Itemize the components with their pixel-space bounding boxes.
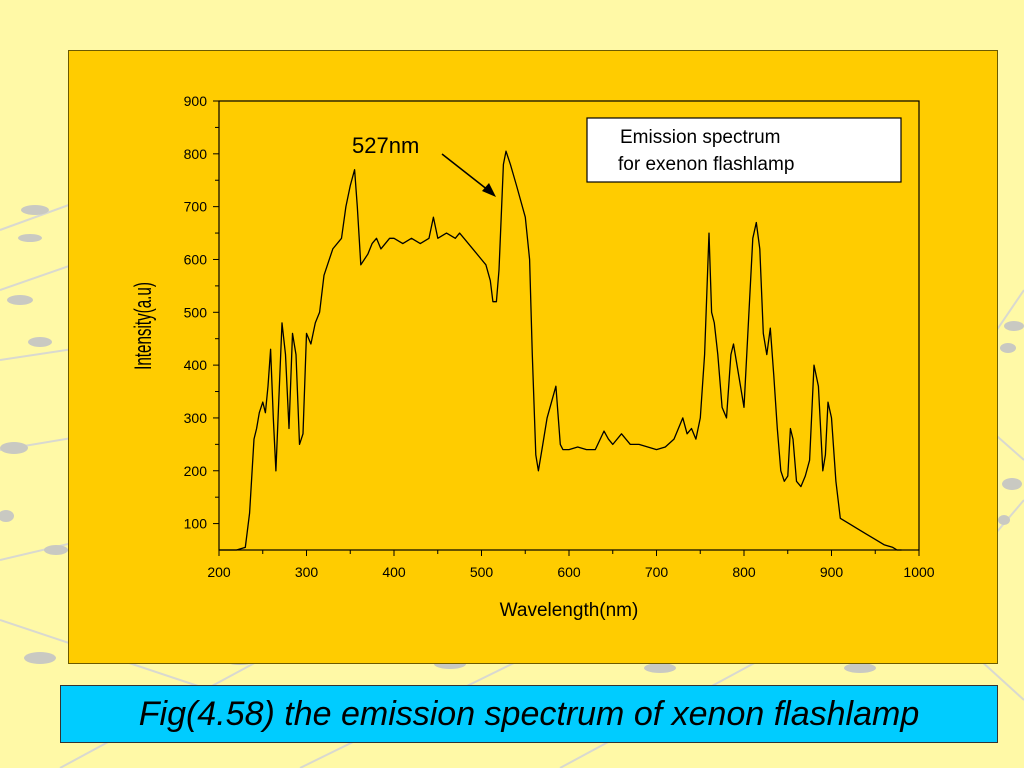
background-ornament xyxy=(979,659,1024,701)
legend-line-2: for exenon flashlamp xyxy=(618,154,794,175)
figure-caption-box: Fig(4.58) the emission spectrum of xenon… xyxy=(60,685,998,743)
x-tick-label: 900 xyxy=(820,564,844,580)
x-tick-label: 300 xyxy=(295,564,319,580)
background-ornament xyxy=(844,663,876,673)
y-tick-label: 800 xyxy=(184,146,208,162)
background-ornament xyxy=(24,652,56,664)
legend-line-1: Emission spectrum xyxy=(620,127,781,148)
y-tick-label: 300 xyxy=(184,410,208,426)
legend: Emission spectrum for exenon flashlamp xyxy=(586,117,902,183)
x-tick-label: 800 xyxy=(732,564,756,580)
emission-spectrum-chart: 200 300 400 500 600 700 800 900 1000 100 200 300 400… xyxy=(131,93,935,621)
y-tick-label: 100 xyxy=(184,516,208,532)
x-axis-title: Wavelength(nm) xyxy=(500,600,639,621)
x-tick-label: 500 xyxy=(470,564,494,580)
peak-annotation-label: 527nm xyxy=(352,133,419,158)
figure-caption: Fig(4.58) the emission spectrum of xenon… xyxy=(138,694,920,733)
x-tick-label: 400 xyxy=(382,564,406,580)
background-ornament xyxy=(7,295,33,305)
background-ornament xyxy=(28,337,52,347)
spectrum-line xyxy=(219,150,902,551)
background-ornament xyxy=(18,234,42,242)
background-ornament xyxy=(1002,478,1022,490)
background-ornament xyxy=(44,545,68,555)
background-ornament xyxy=(0,510,14,522)
x-tick-label: 1000 xyxy=(903,564,934,580)
y-tick-label: 600 xyxy=(184,251,208,267)
background-ornament xyxy=(644,663,676,673)
y-axis-title: Intensity(a.u) xyxy=(131,282,157,370)
background-ornament xyxy=(21,205,49,215)
x-tick-label: 200 xyxy=(207,564,231,580)
legend-box xyxy=(586,117,902,183)
y-tick-label: 200 xyxy=(184,463,208,479)
y-tick-label: 700 xyxy=(184,199,208,215)
y-tick-label: 500 xyxy=(184,304,208,320)
background-ornament xyxy=(1004,321,1024,331)
peak-annotation-arrow xyxy=(441,153,494,195)
peak-annotation-arrowhead xyxy=(482,183,496,197)
x-tick-label: 700 xyxy=(645,564,669,580)
chart-panel: 200 300 400 500 600 700 800 900 1000 100 200 300 400… xyxy=(68,50,998,664)
background-ornament xyxy=(1000,343,1016,353)
x-tick-label: 600 xyxy=(557,564,581,580)
background-ornament xyxy=(998,515,1010,525)
y-tick-label: 900 xyxy=(184,93,208,109)
background-ornament xyxy=(0,442,28,454)
y-tick-label: 400 xyxy=(184,357,208,373)
